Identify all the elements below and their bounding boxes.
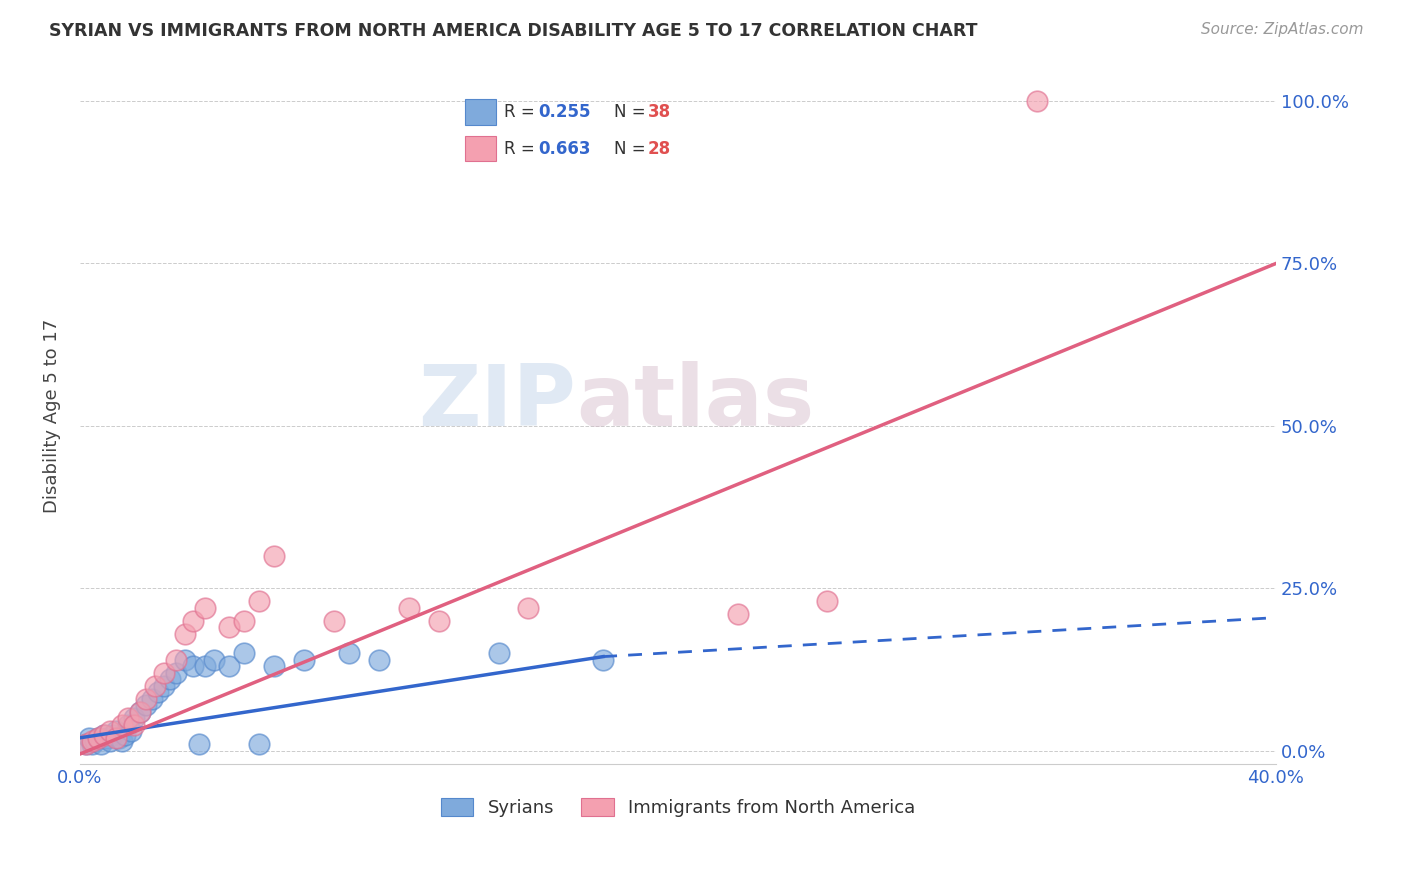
Point xyxy=(815,594,838,608)
Point xyxy=(98,734,121,748)
Point xyxy=(111,734,134,748)
Point xyxy=(263,549,285,563)
Point xyxy=(337,646,360,660)
Point xyxy=(90,737,112,751)
Point xyxy=(117,711,139,725)
Point xyxy=(80,734,103,748)
Point xyxy=(247,737,270,751)
Point xyxy=(104,731,127,745)
Point xyxy=(323,614,346,628)
Point xyxy=(204,653,226,667)
Point xyxy=(159,673,181,687)
Point xyxy=(75,737,97,751)
Text: atlas: atlas xyxy=(576,360,814,443)
Point xyxy=(101,728,124,742)
Point xyxy=(146,685,169,699)
Point xyxy=(104,724,127,739)
Point xyxy=(87,731,110,745)
Point xyxy=(143,679,166,693)
Point xyxy=(263,659,285,673)
Point xyxy=(165,665,187,680)
Text: ZIP: ZIP xyxy=(419,360,576,443)
Point xyxy=(107,731,129,745)
Point xyxy=(96,731,118,745)
Point xyxy=(98,724,121,739)
Legend: Syrians, Immigrants from North America: Syrians, Immigrants from North America xyxy=(433,790,922,824)
Point xyxy=(233,614,256,628)
Point xyxy=(218,620,240,634)
Point xyxy=(173,627,195,641)
Point xyxy=(183,614,205,628)
Point xyxy=(398,600,420,615)
Point xyxy=(188,737,211,751)
Point xyxy=(152,679,174,693)
Point xyxy=(488,646,510,660)
Point xyxy=(77,731,100,745)
Point xyxy=(517,600,540,615)
Point xyxy=(135,691,157,706)
Point xyxy=(427,614,450,628)
Point xyxy=(93,728,115,742)
Point xyxy=(83,734,105,748)
Point xyxy=(75,737,97,751)
Point xyxy=(194,600,217,615)
Point xyxy=(247,594,270,608)
Point xyxy=(114,728,136,742)
Point xyxy=(128,705,150,719)
Text: SYRIAN VS IMMIGRANTS FROM NORTH AMERICA DISABILITY AGE 5 TO 17 CORRELATION CHART: SYRIAN VS IMMIGRANTS FROM NORTH AMERICA … xyxy=(49,22,977,40)
Point xyxy=(120,724,142,739)
Point xyxy=(727,607,749,622)
Y-axis label: Disability Age 5 to 17: Disability Age 5 to 17 xyxy=(44,319,60,513)
Point xyxy=(292,653,315,667)
Point xyxy=(87,731,110,745)
Point xyxy=(122,711,145,725)
Point xyxy=(152,665,174,680)
Point xyxy=(592,653,614,667)
Point xyxy=(218,659,240,673)
Point xyxy=(117,718,139,732)
Point xyxy=(93,728,115,742)
Point xyxy=(122,718,145,732)
Point xyxy=(165,653,187,667)
Point xyxy=(183,659,205,673)
Point xyxy=(367,653,389,667)
Point xyxy=(80,737,103,751)
Point xyxy=(135,698,157,713)
Point xyxy=(233,646,256,660)
Point xyxy=(128,705,150,719)
Text: Source: ZipAtlas.com: Source: ZipAtlas.com xyxy=(1201,22,1364,37)
Point xyxy=(111,718,134,732)
Point xyxy=(141,691,163,706)
Point xyxy=(194,659,217,673)
Point xyxy=(173,653,195,667)
Point xyxy=(1025,94,1047,108)
